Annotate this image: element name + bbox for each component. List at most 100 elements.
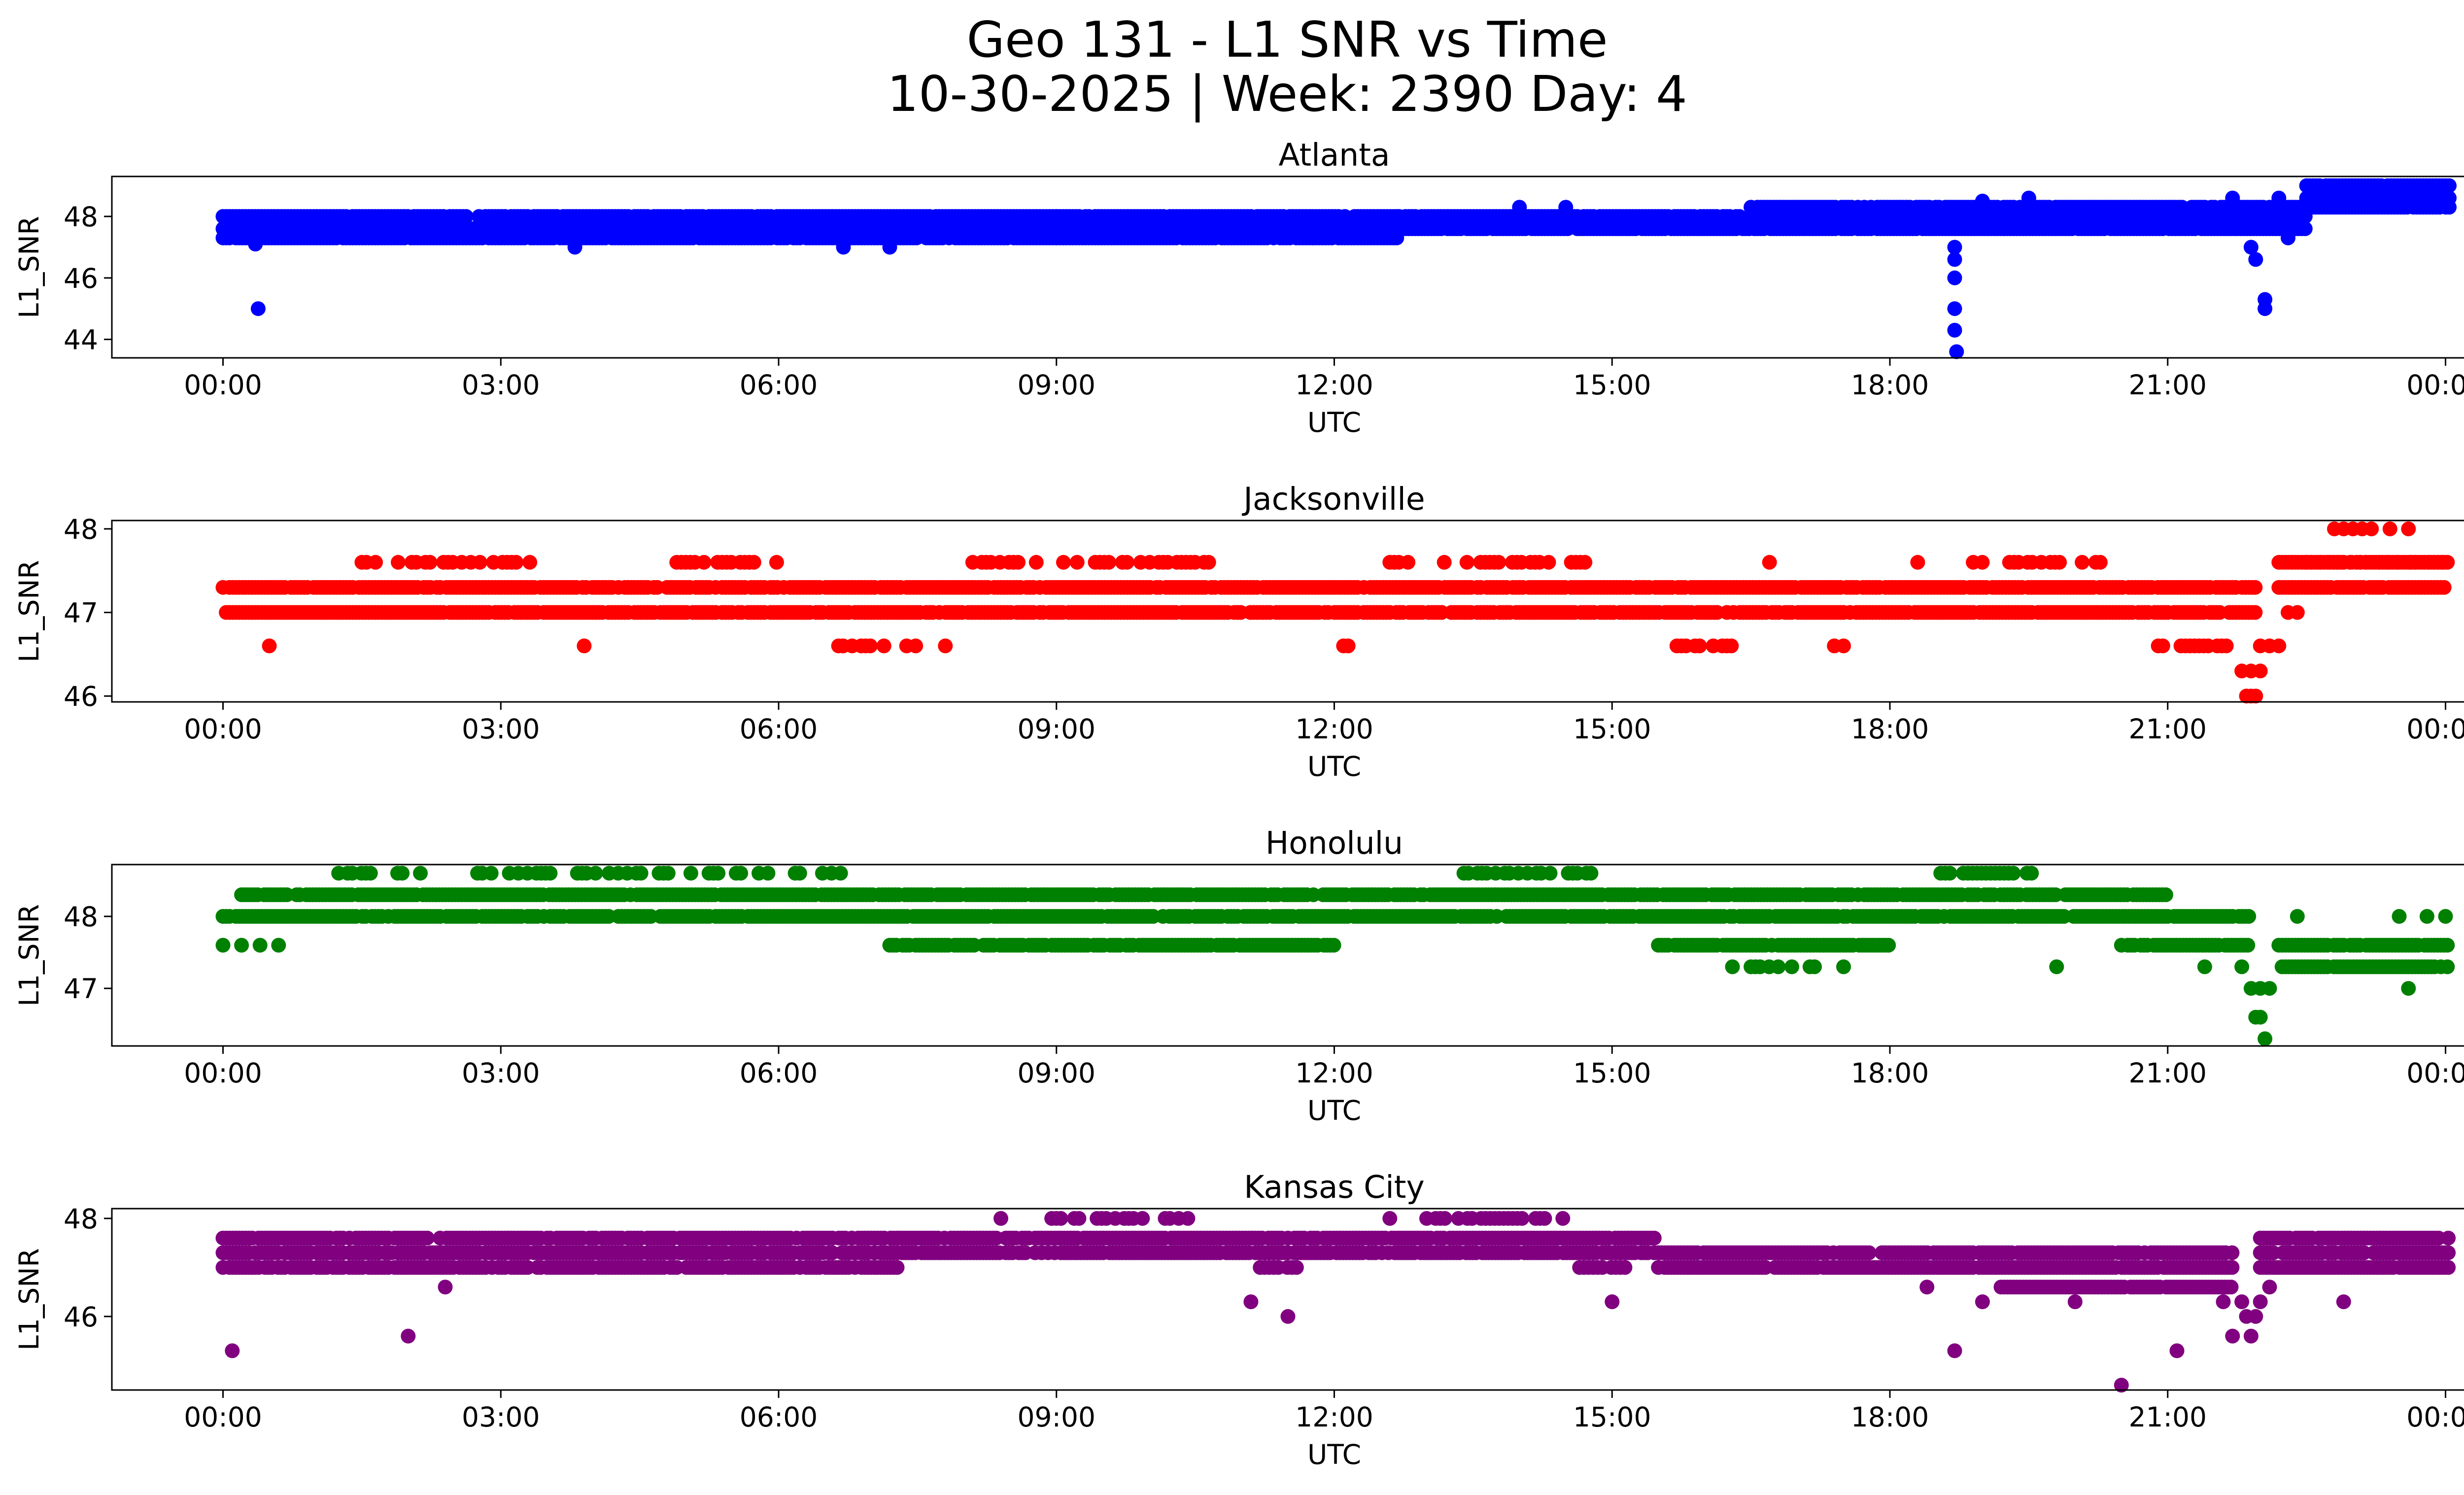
data-point-outlier	[577, 638, 592, 654]
data-point-outlier	[1947, 322, 1962, 338]
data-point	[1583, 866, 1599, 881]
x-tick-label: 00:00	[184, 369, 262, 401]
data-point	[2390, 555, 2405, 570]
data-point	[543, 866, 558, 881]
data-point	[863, 638, 878, 654]
data-point-outlier	[2364, 522, 2379, 536]
data-point-outlier	[1975, 193, 1990, 209]
data-point	[876, 638, 891, 654]
data-point	[683, 866, 698, 881]
panel-title-jacksonville: Jacksonville	[1241, 481, 1425, 517]
data-point-outlier	[938, 638, 953, 654]
x-tick-label: 00:00	[184, 1057, 262, 1089]
x-tick-label: 21:00	[2128, 713, 2207, 745]
data-point	[633, 866, 649, 881]
data-point-outlier	[2248, 252, 2263, 267]
x-tick-label: 06:00	[740, 713, 818, 745]
x-tick-label: 00:00	[2406, 1057, 2464, 1089]
data-point-outlier	[1947, 301, 1962, 316]
x-tick-label: 15:00	[1573, 713, 1651, 745]
x-tick-label: 00:00	[184, 713, 262, 745]
chart-title-line2: 10-30-2025 | Week: 2390 Day: 4	[887, 65, 1687, 123]
data-point	[1401, 555, 1416, 570]
data-point-outlier	[2225, 190, 2240, 206]
data-point	[1491, 555, 1506, 570]
y-axis-label-jacksonville: L1_SNR	[13, 560, 45, 662]
data-point	[1975, 555, 1990, 570]
panel-title-honolulu: Honolulu	[1266, 825, 1403, 861]
data-point	[2075, 555, 2090, 570]
data-point	[1771, 959, 1786, 974]
data-point	[2092, 555, 2108, 570]
data-point	[522, 555, 538, 570]
data-point-outlier	[2253, 663, 2268, 679]
data-point	[458, 209, 474, 224]
data-point	[1881, 938, 1896, 953]
x-axis-label-jacksonville: UTC	[1307, 751, 1361, 782]
data-point	[908, 638, 924, 654]
x-tick-label: 21:00	[2128, 1057, 2207, 1089]
x-tick-label: 06:00	[740, 369, 818, 401]
data-point	[1692, 638, 1707, 654]
data-point-outlier	[2253, 1009, 2268, 1025]
x-tick-label: 00:00	[2406, 369, 2464, 401]
data-point-outlier	[2258, 301, 2273, 316]
data-point	[2442, 190, 2457, 206]
data-point-outlier	[248, 237, 263, 252]
data-point	[2358, 555, 2373, 570]
data-point	[1807, 959, 1822, 974]
x-tick-label: 12:00	[1295, 1057, 1373, 1089]
data-point	[391, 555, 406, 570]
data-point-outlier	[271, 938, 286, 953]
data-point-outlier	[250, 301, 266, 316]
data-point-outlier	[2438, 909, 2453, 924]
y-tick-label: 48	[64, 201, 98, 233]
data-point	[509, 555, 524, 570]
data-points-jacksonville	[215, 522, 2455, 704]
data-point	[2248, 605, 2263, 620]
data-point-outlier	[836, 240, 851, 255]
x-tick-label: 06:00	[740, 1057, 818, 1089]
data-point	[422, 555, 438, 570]
data-point	[711, 866, 726, 881]
data-point-outlier	[1947, 270, 1962, 285]
panel-title-atlanta: Atlanta	[1278, 137, 1390, 173]
data-point-outlier	[262, 638, 277, 654]
data-point	[746, 555, 761, 570]
x-tick-label: 15:00	[1573, 1057, 1651, 1089]
x-tick-label: 21:00	[2128, 369, 2207, 401]
data-point	[760, 866, 776, 881]
x-tick-label: 00:00	[2406, 713, 2464, 745]
data-point	[1577, 555, 1593, 570]
data-point	[1101, 555, 1117, 570]
data-point	[696, 555, 712, 570]
data-point-outlier	[2234, 959, 2250, 974]
data-points-atlanta	[215, 178, 2457, 359]
y-tick-label: 47	[64, 597, 98, 629]
data-point	[1326, 938, 1341, 953]
data-point	[1201, 555, 1216, 570]
x-axis-label-honolulu: UTC	[1307, 1095, 1361, 1126]
y-tick-label: 44	[64, 324, 98, 356]
data-point	[2052, 555, 2067, 570]
data-point	[769, 555, 784, 570]
data-point-outlier	[2021, 190, 2036, 206]
data-point-outlier	[2197, 959, 2212, 974]
data-point-outlier	[2401, 522, 2416, 536]
data-point-outlier	[2262, 981, 2277, 996]
data-point-outlier	[567, 240, 582, 255]
data-point	[2024, 866, 2039, 881]
data-point	[2435, 555, 2450, 570]
y-axis-label-atlanta: L1_SNR	[13, 216, 45, 318]
y-tick-label: 46	[64, 263, 98, 294]
data-point	[2248, 580, 2263, 595]
x-axis-label-atlanta: UTC	[1307, 407, 1361, 438]
data-point-outlier	[2243, 240, 2259, 255]
y-tick-label: 46	[64, 681, 98, 712]
data-point-outlier	[1947, 252, 1962, 267]
x-tick-label: 09:00	[1017, 713, 1095, 745]
data-point-outlier	[882, 240, 897, 255]
data-point	[2442, 178, 2457, 193]
